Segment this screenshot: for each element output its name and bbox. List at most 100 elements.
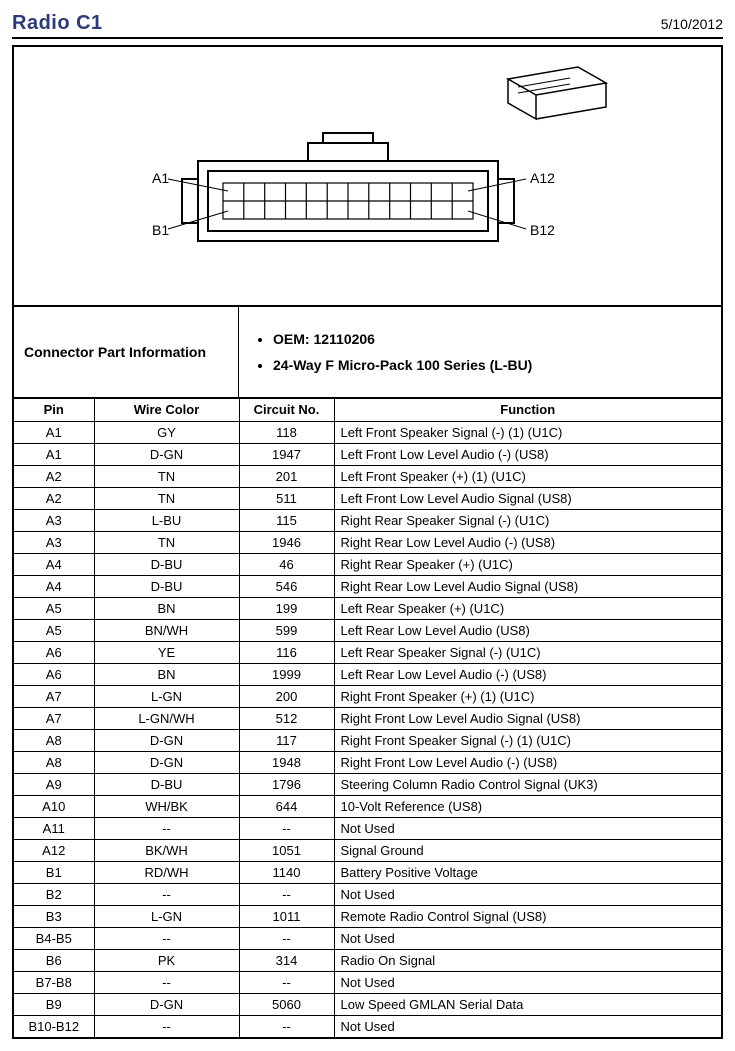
cell-circuit: 200 (239, 685, 334, 707)
table-row: A6YE116Left Rear Speaker Signal (-) (U1C… (14, 641, 721, 663)
table-row: A1D-GN1947Left Front Low Level Audio (-)… (14, 443, 721, 465)
table-row: B3L-GN1011Remote Radio Control Signal (U… (14, 905, 721, 927)
cell-wire: -- (94, 883, 239, 905)
table-row: A3TN1946Right Rear Low Level Audio (-) (… (14, 531, 721, 553)
cell-wire: WH/BK (94, 795, 239, 817)
cell-pin: B2 (14, 883, 94, 905)
label-a1: A1 (152, 170, 169, 186)
connector-info-label: Connector Part Information (14, 307, 239, 397)
cell-circuit: 46 (239, 553, 334, 575)
cell-circuit: 1947 (239, 443, 334, 465)
table-row: B10-B12----Not Used (14, 1015, 721, 1037)
table-row: A10WH/BK64410-Volt Reference (US8) (14, 795, 721, 817)
cell-wire: L-GN (94, 905, 239, 927)
table-row: A1GY118Left Front Speaker Signal (-) (1)… (14, 421, 721, 443)
cell-circuit: -- (239, 817, 334, 839)
cell-circuit: 546 (239, 575, 334, 597)
cell-wire: PK (94, 949, 239, 971)
table-row: A4D-BU46Right Rear Speaker (+) (U1C) (14, 553, 721, 575)
cell-pin: A6 (14, 663, 94, 685)
connector-info-row: Connector Part Information OEM: 12110206… (14, 307, 721, 399)
cell-func: Left Front Low Level Audio (-) (US8) (334, 443, 721, 465)
cell-pin: A7 (14, 685, 94, 707)
cell-func: Right Rear Speaker (+) (U1C) (334, 553, 721, 575)
cell-func: Not Used (334, 1015, 721, 1037)
cell-wire: BN (94, 597, 239, 619)
cell-pin: B1 (14, 861, 94, 883)
cell-func: Left Front Low Level Audio Signal (US8) (334, 487, 721, 509)
label-a12: A12 (530, 170, 555, 186)
cell-wire: D-GN (94, 993, 239, 1015)
cell-pin: A2 (14, 465, 94, 487)
cell-pin: A4 (14, 553, 94, 575)
cell-circuit: 115 (239, 509, 334, 531)
col-pin: Pin (14, 399, 94, 421)
table-row: A4D-BU546Right Rear Low Level Audio Sign… (14, 575, 721, 597)
series-line: 24-Way F Micro-Pack 100 Series (L-BU) (273, 357, 707, 373)
cell-wire: TN (94, 465, 239, 487)
cell-func: Low Speed GMLAN Serial Data (334, 993, 721, 1015)
table-row: A7L-GN/WH512Right Front Low Level Audio … (14, 707, 721, 729)
cell-func: Battery Positive Voltage (334, 861, 721, 883)
cell-circuit: 117 (239, 729, 334, 751)
cell-circuit: -- (239, 971, 334, 993)
cell-pin: B9 (14, 993, 94, 1015)
cell-pin: A5 (14, 619, 94, 641)
cell-func: Right Rear Low Level Audio Signal (US8) (334, 575, 721, 597)
cell-pin: A8 (14, 751, 94, 773)
cell-func: Right Front Low Level Audio Signal (US8) (334, 707, 721, 729)
connector-info-values: OEM: 12110206 24-Way F Micro-Pack 100 Se… (239, 307, 721, 397)
cell-circuit: 1948 (239, 751, 334, 773)
cell-func: Remote Radio Control Signal (US8) (334, 905, 721, 927)
col-circuit: Circuit No. (239, 399, 334, 421)
cell-circuit: 118 (239, 421, 334, 443)
cell-wire: RD/WH (94, 861, 239, 883)
cell-wire: BN (94, 663, 239, 685)
cell-func: Not Used (334, 927, 721, 949)
cell-pin: A3 (14, 509, 94, 531)
table-row: A11----Not Used (14, 817, 721, 839)
table-row: A2TN201Left Front Speaker (+) (1) (U1C) (14, 465, 721, 487)
cell-wire: YE (94, 641, 239, 663)
cell-wire: D-BU (94, 553, 239, 575)
table-row: A5BN/WH599Left Rear Low Level Audio (US8… (14, 619, 721, 641)
cell-func: Right Front Speaker Signal (-) (1) (U1C) (334, 729, 721, 751)
cell-pin: B10-B12 (14, 1015, 94, 1037)
cell-circuit: 314 (239, 949, 334, 971)
cell-circuit: -- (239, 883, 334, 905)
cell-circuit: 599 (239, 619, 334, 641)
cell-func: Steering Column Radio Control Signal (UK… (334, 773, 721, 795)
cell-func: Right Rear Speaker Signal (-) (U1C) (334, 509, 721, 531)
cell-func: Not Used (334, 817, 721, 839)
cell-func: Left Rear Low Level Audio (US8) (334, 619, 721, 641)
cell-pin: A12 (14, 839, 94, 861)
table-row: A3L-BU115Right Rear Speaker Signal (-) (… (14, 509, 721, 531)
cell-circuit: 5060 (239, 993, 334, 1015)
cell-circuit: 1796 (239, 773, 334, 795)
label-b12: B12 (530, 222, 555, 238)
cell-pin: A11 (14, 817, 94, 839)
cell-func: Right Rear Low Level Audio (-) (US8) (334, 531, 721, 553)
page-title: Radio C1 (12, 12, 103, 35)
cell-wire: D-GN (94, 729, 239, 751)
cell-wire: -- (94, 1015, 239, 1037)
cell-pin: A1 (14, 421, 94, 443)
pinout-table: Pin Wire Color Circuit No. Function A1GY… (14, 399, 721, 1037)
cell-pin: A9 (14, 773, 94, 795)
cell-wire: -- (94, 971, 239, 993)
header: Radio C1 5/10/2012 (12, 12, 723, 39)
label-b1: B1 (152, 222, 169, 238)
cell-func: Radio On Signal (334, 949, 721, 971)
table-row: A8D-GN1948Right Front Low Level Audio (-… (14, 751, 721, 773)
table-header-row: Pin Wire Color Circuit No. Function (14, 399, 721, 421)
cell-circuit: 512 (239, 707, 334, 729)
cell-func: Left Front Speaker (+) (1) (U1C) (334, 465, 721, 487)
cell-circuit: 201 (239, 465, 334, 487)
table-row: B4-B5----Not Used (14, 927, 721, 949)
oem-line: OEM: 12110206 (273, 331, 707, 347)
cell-circuit: 1011 (239, 905, 334, 927)
cell-circuit: -- (239, 1015, 334, 1037)
connector-svg: A1 B1 A12 B12 (108, 61, 628, 291)
cell-pin: B4-B5 (14, 927, 94, 949)
cell-wire: L-GN (94, 685, 239, 707)
